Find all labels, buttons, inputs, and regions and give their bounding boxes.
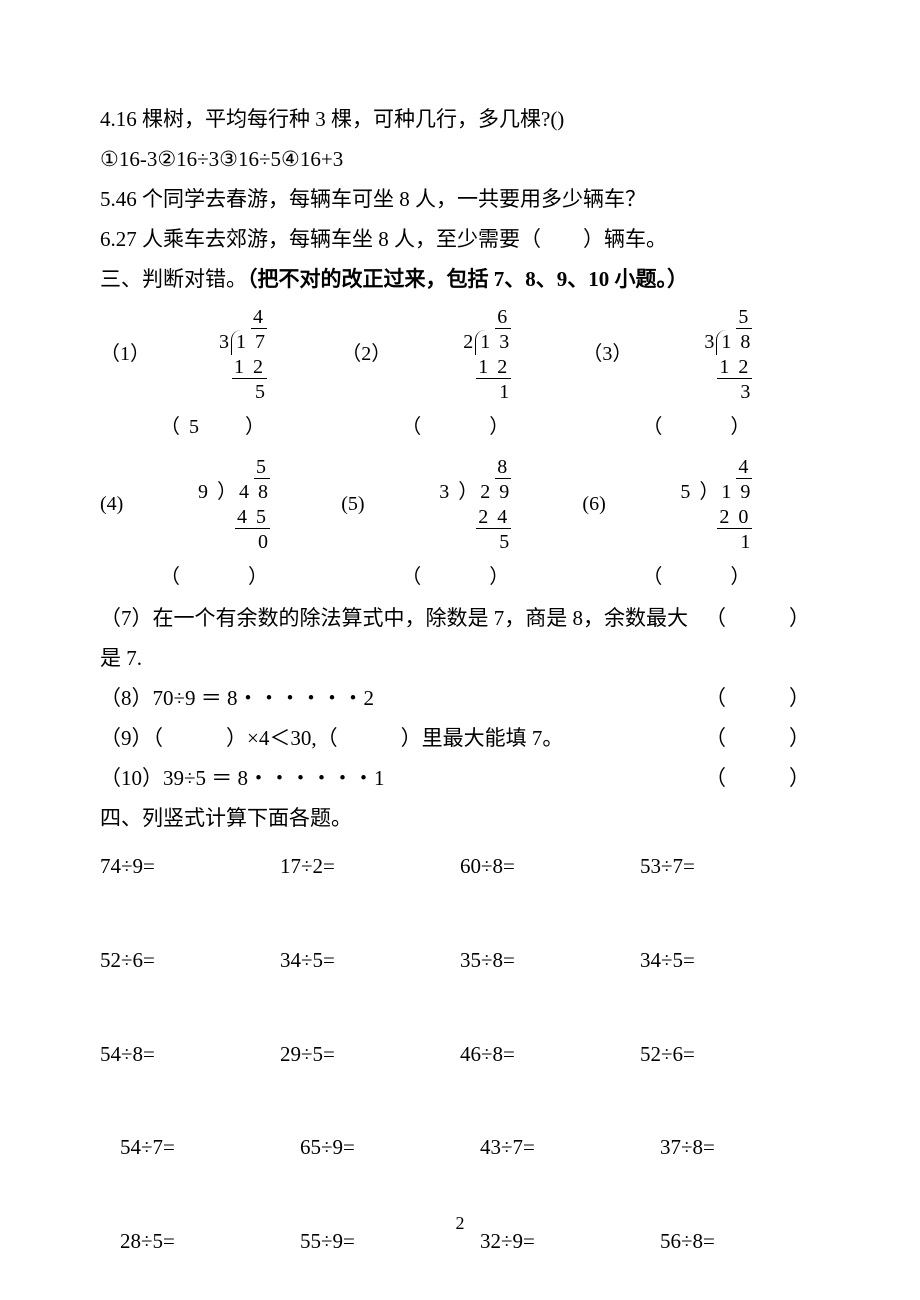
calc-cell: 17÷2= xyxy=(280,847,460,887)
q7-body: （7）在一个有余数的除法算式中，除数是 7，商是 8，余数最大是 7. xyxy=(100,599,690,679)
calc-row-1: 74÷9= 17÷2= 60÷8= 53÷7= 52÷6= 34÷5= 35÷8… xyxy=(100,847,820,1075)
q10-slot: （ ） xyxy=(690,759,820,799)
calc-cell: 53÷7= xyxy=(640,847,820,887)
q5: 5.46 个同学去春游，每辆车可坐 8 人，一共要用多少辆车？ xyxy=(100,180,820,220)
div3-sub: 1 2 xyxy=(717,356,752,379)
calc-cell: 60÷8= xyxy=(460,847,640,887)
div5-quotient: 8 xyxy=(495,456,511,479)
calc-cell: 29÷5= xyxy=(280,1035,460,1075)
calc-cell: 46÷8= xyxy=(460,1035,640,1075)
div6-rem: 1 xyxy=(642,530,752,555)
calc-row-2: 54÷7= 65÷9= 43÷7= 37÷8= 28÷5= 55÷9= 32÷9… xyxy=(100,1128,820,1262)
div4: (4) 5 9 ）4 8 4 5 0 （ ） xyxy=(100,455,338,599)
div2-rem: 1 xyxy=(401,380,511,405)
div2-dividend: 1 3 xyxy=(475,330,511,355)
div1-rem: 5 xyxy=(160,380,267,405)
calc-cell: 74÷9= xyxy=(100,847,280,887)
q7-slot: （ ） xyxy=(690,599,820,679)
calc-cell: 52÷6= xyxy=(100,941,280,981)
div4-label: (4) xyxy=(100,455,160,523)
div3-dividend: 1 8 xyxy=(716,330,752,355)
div5-slot: （ ） xyxy=(401,566,511,588)
div2-quotient: 6 xyxy=(495,306,511,329)
div1-label: （1） xyxy=(100,305,160,373)
q10: （10）39÷5 ＝ 8・・・・・・1 （ ） xyxy=(100,759,820,799)
q8-slot: （ ） xyxy=(690,679,820,719)
calc-cell: 54÷7= xyxy=(100,1128,280,1168)
q7: （7）在一个有余数的除法算式中，除数是 7，商是 8，余数最大是 7. （ ） xyxy=(100,599,820,679)
calc-cell: 52÷6= xyxy=(640,1035,820,1075)
div1-quotient: 4 xyxy=(251,306,267,329)
div3: （3） 5 31 8 1 2 3 （ ） xyxy=(582,305,820,449)
div5: (5) 8 3 ）2 9 2 4 5 （ ） xyxy=(341,455,579,599)
div5-dividend: 2 9 xyxy=(480,481,511,503)
section3-prefix: 三、判断对错。 xyxy=(100,267,247,291)
q8: （8）70÷9 ＝ 8・・・・・・2 （ ） xyxy=(100,679,820,719)
q10-body: （10）39÷5 ＝ 8・・・・・・1 xyxy=(100,759,690,799)
div3-rem: 3 xyxy=(642,380,752,405)
section4-title: 四、列竖式计算下面各题。 xyxy=(100,799,820,839)
q4-options: ①16-3②16÷3③16÷5④16+3 xyxy=(100,140,820,180)
section3-title: 三、判断对错。（把不对的改正过来，包括 7、8、9、10 小题。） xyxy=(100,260,820,300)
div2-slot: （ ） xyxy=(401,416,511,438)
div1: （1） 4 31 7 1 2 5 （ 5 ） xyxy=(100,305,338,449)
div6-quotient: 4 xyxy=(736,456,752,479)
div4-divisor: 9 xyxy=(198,481,210,503)
div4-sub: 4 5 xyxy=(235,506,270,529)
q8-body: （8）70÷9 ＝ 8・・・・・・2 xyxy=(100,679,690,719)
calc-cell: 54÷8= xyxy=(100,1035,280,1075)
calc-cell: 34÷5= xyxy=(640,941,820,981)
div5-work: 8 3 ）2 9 2 4 5 （ ） xyxy=(401,455,511,599)
div2: （2） 6 21 3 1 2 1 （ ） xyxy=(341,305,579,449)
div1-slot: （ 5 ） xyxy=(160,416,267,438)
div5-divisor: 3 xyxy=(439,481,451,503)
calc-cell: 35÷8= xyxy=(460,941,640,981)
div2-work: 6 21 3 1 2 1 （ ） xyxy=(401,305,511,449)
q6: 6.27 人乘车去郊游，每辆车坐 8 人，至少需要（ ）辆车。 xyxy=(100,220,820,260)
calc-cell: 34÷5= xyxy=(280,941,460,981)
div2-sub: 1 2 xyxy=(476,356,511,379)
div4-slot: （ ） xyxy=(160,566,270,588)
q9: （9）（ ）×4＜30,（ ）里最大能填 7。 （ ） xyxy=(100,719,820,759)
div3-slot: （ ） xyxy=(642,416,752,438)
q4-text: 4.16 棵树，平均每行种 3 棵，可种几行，多几棵?() xyxy=(100,100,820,140)
div6: (6) 4 5 ）1 9 2 0 1 （ ） xyxy=(582,455,820,599)
div2-divisor: 2 xyxy=(463,331,475,353)
div5-rem: 5 xyxy=(401,530,511,555)
div4-rem: 0 xyxy=(160,530,270,555)
div2-label: （2） xyxy=(341,305,401,373)
div6-label: (6) xyxy=(582,455,642,523)
div1-dividend: 1 7 xyxy=(231,330,267,355)
div1-work: 4 31 7 1 2 5 （ 5 ） xyxy=(160,305,267,449)
div4-dividend: 4 8 xyxy=(239,481,270,503)
page-number: 2 xyxy=(0,1206,920,1240)
div6-work: 4 5 ）1 9 2 0 1 （ ） xyxy=(642,455,752,599)
div3-label: （3） xyxy=(582,305,642,373)
div6-divisor: 5 xyxy=(680,481,692,503)
section3-bold: （把不对的改正过来，包括 7、8、9、10 小题。） xyxy=(247,267,688,291)
div6-slot: （ ） xyxy=(642,566,752,588)
q9-slot: （ ） xyxy=(690,719,820,759)
div6-dividend: 1 9 xyxy=(721,481,752,503)
div4-quotient: 5 xyxy=(254,456,270,479)
div3-divisor: 3 xyxy=(704,331,716,353)
div1-sub: 1 2 xyxy=(232,356,267,379)
div4-work: 5 9 ）4 8 4 5 0 （ ） xyxy=(160,455,270,599)
div6-sub: 2 0 xyxy=(717,506,752,529)
div3-quotient: 5 xyxy=(736,306,752,329)
calc-cell: 43÷7= xyxy=(460,1128,640,1168)
q9-body: （9）（ ）×4＜30,（ ）里最大能填 7。 xyxy=(100,719,690,759)
page: 4.16 棵树，平均每行种 3 棵，可种几行，多几棵?() ①16-3②16÷3… xyxy=(0,0,920,1300)
division-row-2: (4) 5 9 ）4 8 4 5 0 （ ） (5) 8 3 ）2 9 2 4 … xyxy=(100,455,820,599)
div5-sub: 2 4 xyxy=(476,506,511,529)
div5-label: (5) xyxy=(341,455,401,523)
calc-cell: 37÷8= xyxy=(640,1128,820,1168)
calc-cell: 65÷9= xyxy=(280,1128,460,1168)
div1-divisor: 3 xyxy=(219,331,231,353)
division-row-1: （1） 4 31 7 1 2 5 （ 5 ） （2） 6 21 3 1 2 1 … xyxy=(100,305,820,449)
div3-work: 5 31 8 1 2 3 （ ） xyxy=(642,305,752,449)
